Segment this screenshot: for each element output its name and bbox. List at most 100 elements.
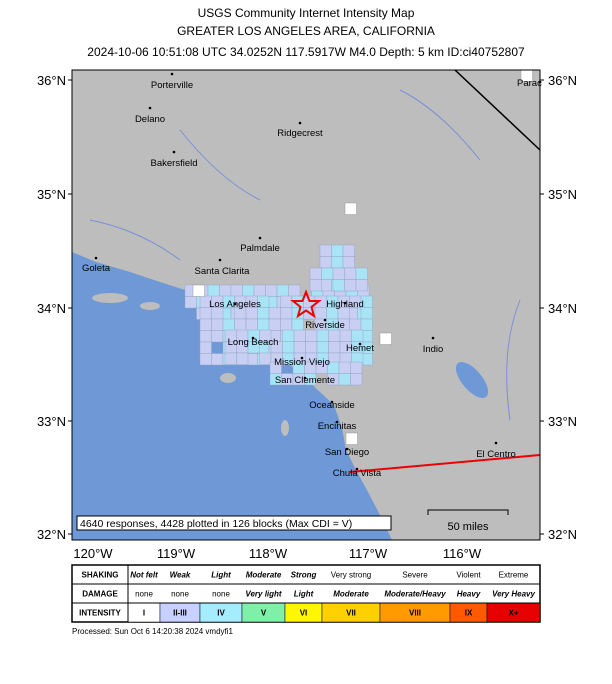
city-dot [335, 420, 339, 424]
intensity-cell [268, 318, 281, 331]
border-line [349, 454, 540, 473]
intensity-cell [316, 329, 329, 342]
city-dot [330, 400, 334, 404]
map [72, 70, 540, 540]
intensity-cell [339, 329, 352, 342]
intensity-cell [276, 284, 289, 297]
intensity-cell [282, 341, 295, 354]
city-dot [358, 342, 362, 346]
legend-shaking: Light [211, 571, 231, 580]
intensity-cell [344, 202, 357, 215]
legend-intensity: I [143, 609, 145, 618]
intensity-cell [291, 318, 304, 331]
lat-label-left: 32°N [37, 527, 66, 542]
city-label: Goleta [82, 263, 111, 274]
legend-shaking: Severe [402, 571, 428, 580]
lat-label-left: 34°N [37, 301, 66, 316]
intensity-cell [211, 318, 224, 331]
city-dot [251, 336, 255, 340]
city-label: Santa Clarita [195, 266, 251, 277]
intensity-cell [280, 307, 293, 320]
city-dot [300, 356, 304, 360]
footer: Processed: Sun Oct 6 14:20:38 2024 vmdyf… [72, 627, 234, 636]
city-dot [233, 302, 237, 306]
intensity-cell [350, 373, 363, 386]
intensity-cell [350, 361, 363, 374]
intensity-cell [309, 279, 322, 292]
intensity-cell [259, 329, 272, 342]
intensity-cell [247, 341, 260, 354]
city-dot [298, 121, 302, 125]
lat-label-right: 32°N [548, 527, 577, 542]
intensity-cell [268, 307, 281, 320]
scale-label: 50 miles [448, 521, 489, 533]
lat-label-right: 36°N [548, 73, 577, 88]
intensity-cell [319, 256, 332, 269]
legend-damage: none [135, 590, 153, 599]
intensity-cell [184, 296, 197, 309]
title: USGS Community Internet Intensity Map [198, 6, 415, 20]
intensity-cell [319, 279, 332, 292]
intensity-cell [355, 267, 368, 280]
city-dot [431, 336, 435, 340]
intensity-cell [222, 318, 235, 331]
intensity-cell [211, 353, 224, 366]
city-dot [323, 318, 327, 322]
city-label: Bakersfield [151, 158, 198, 169]
intensity-cell [259, 352, 272, 365]
city-label: El Centro [476, 449, 516, 460]
city-dot [170, 72, 174, 76]
legend-damage: Light [294, 590, 314, 599]
legend-shaking: Strong [291, 571, 317, 580]
intensity-cell [331, 256, 344, 269]
intensity-cell [280, 318, 293, 331]
intensity-cell [328, 341, 341, 354]
city-label: Indio [423, 344, 444, 355]
city-label: Mission Viejo [274, 357, 330, 368]
intensity-cell [360, 318, 373, 331]
city-dot [343, 301, 347, 305]
intensity-cell [344, 279, 357, 292]
legend-damage: Moderate/Heavy [384, 590, 446, 599]
intensity-cell [230, 284, 243, 297]
city-label: Delano [135, 114, 165, 125]
epicenter [290, 289, 322, 319]
legend-shaking: Violent [456, 571, 481, 580]
fault-line [454, 70, 540, 151]
intensity-cell [331, 244, 344, 257]
lat-label-right: 34°N [548, 301, 577, 316]
river [89, 89, 521, 421]
city-label: Oceanside [309, 400, 354, 411]
city-dot [172, 150, 176, 154]
map-frame [71, 69, 541, 541]
city-label: Chula Vista [333, 468, 382, 479]
legend-shaking: Weak [170, 571, 191, 580]
intensity-cell [345, 432, 358, 445]
intensity-cells [184, 70, 533, 445]
city-dot [303, 376, 307, 380]
legend: SHAKING Not felt Weak Light Moderate Strong Ve… [71, 564, 541, 623]
intensity-cell [245, 318, 258, 331]
intensity-cell [207, 284, 220, 297]
lat-label-left: 35°N [37, 187, 66, 202]
city-dot [355, 467, 359, 471]
island [140, 302, 160, 310]
city-dot [494, 441, 498, 445]
legend-shaking: Not felt [130, 571, 158, 580]
city-label: Encinitas [318, 421, 357, 432]
intensity-cell [199, 341, 212, 354]
intensity-cell [355, 279, 368, 292]
legend-intensity: VI [300, 609, 308, 618]
legend-shaking: Very strong [331, 571, 371, 580]
city-label: San Diego [325, 447, 369, 458]
legend-intensity: X+ [508, 609, 518, 618]
city-label: Parac [517, 78, 542, 89]
island [220, 373, 236, 383]
intensity-cell [280, 295, 293, 308]
legend-damage: Heavy [457, 590, 481, 599]
legend-intensity: V [261, 609, 267, 618]
lat-label-right: 33°N [548, 414, 577, 429]
responses-box [76, 515, 392, 531]
intensity-cell [304, 373, 317, 386]
